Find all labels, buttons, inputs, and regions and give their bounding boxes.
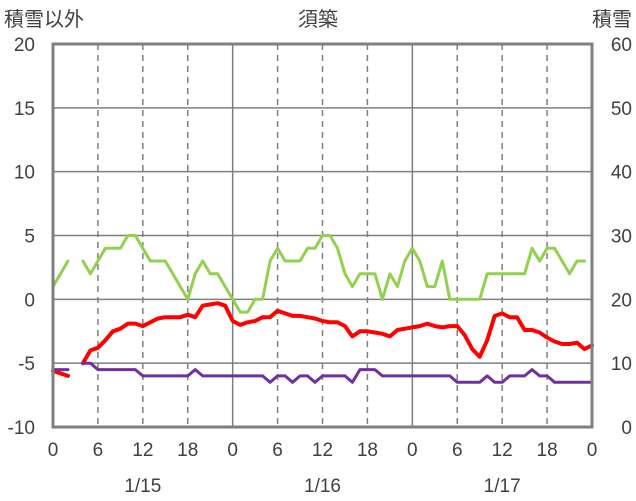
right-tick-label: 60 <box>611 35 632 56</box>
x-tick-label: 12 <box>492 440 513 461</box>
green-series-line <box>81 234 586 314</box>
x-tick-label: 0 <box>227 440 238 461</box>
x-axis-ticks: 0 6 12 18 0 6 12 18 0 6 12 18 0 <box>48 440 598 461</box>
x-tick-label: 18 <box>537 440 558 461</box>
left-tick-label: 0 <box>24 290 35 311</box>
date-label: 1/17 <box>484 476 521 497</box>
right-tick-label: 0 <box>621 418 632 439</box>
chart-title: 須築 <box>298 8 338 31</box>
left-tick-label: 10 <box>14 163 35 184</box>
red-series-line <box>80 301 594 366</box>
left-axis-ticks: -10 -5 0 5 10 15 20 <box>8 35 35 439</box>
left-axis-label: 積雪以外 <box>4 8 84 31</box>
plot-frame <box>51 42 594 429</box>
date-labels: 1/15 1/16 1/17 <box>124 476 520 497</box>
left-tick-label: -10 <box>8 418 35 439</box>
x-tick-label: 6 <box>272 440 283 461</box>
x-tick-label: 0 <box>407 440 418 461</box>
x-tick-label: 6 <box>93 440 104 461</box>
left-tick-label: 15 <box>14 99 35 120</box>
date-label: 1/15 <box>124 476 161 497</box>
left-tick-label: 20 <box>14 35 35 56</box>
x-tick-label: 0 <box>587 440 598 461</box>
series-layer <box>51 234 594 384</box>
right-tick-label: 30 <box>611 227 632 248</box>
x-tick-label: 18 <box>357 440 378 461</box>
right-axis-ticks: 0 10 20 30 40 50 60 <box>611 35 632 439</box>
x-tick-label: 12 <box>312 440 333 461</box>
right-axis-label: 積雪 <box>592 8 632 31</box>
left-tick-label: 5 <box>24 227 35 248</box>
right-tick-label: 20 <box>611 290 632 311</box>
date-label: 1/16 <box>304 476 341 497</box>
right-tick-label: 10 <box>611 354 632 375</box>
right-tick-label: 50 <box>611 99 632 120</box>
red-series-line <box>51 368 70 378</box>
x-tick-label: 0 <box>48 440 59 461</box>
purple-series-line <box>81 361 594 384</box>
x-tick-label: 12 <box>132 440 153 461</box>
x-tick-label: 18 <box>177 440 198 461</box>
left-tick-label: -5 <box>18 354 35 375</box>
x-tick-label: 6 <box>452 440 463 461</box>
green-series-line <box>51 259 70 289</box>
right-tick-label: 40 <box>611 163 632 184</box>
